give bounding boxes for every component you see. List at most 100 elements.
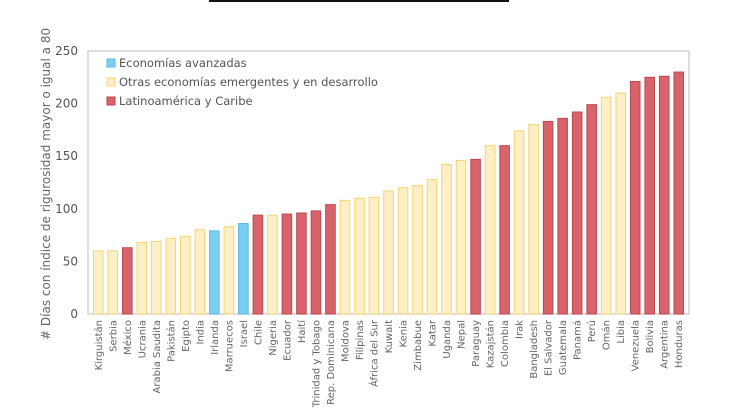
y-tick-label: 0: [70, 307, 78, 321]
bar-kuwait: [383, 190, 394, 315]
bar-uganda: [441, 164, 452, 315]
bar-méxico: [121, 247, 133, 315]
x-tick-label: Argentina: [660, 320, 671, 369]
bar-nepal: [455, 159, 467, 315]
bar-colombia: [499, 145, 510, 315]
bar-venezuela: [629, 81, 641, 315]
bar-haití: [296, 212, 307, 315]
x-tick-label: Chile: [253, 320, 264, 345]
bar-ecuador: [281, 213, 293, 315]
y-tick-label: 200: [55, 97, 78, 111]
x-tick-label: Israel: [239, 320, 250, 347]
bar-bolivia: [644, 76, 656, 315]
bar-guatemala: [557, 117, 568, 315]
y-tick-label: 50: [63, 254, 78, 268]
x-tick-label: Katar: [428, 319, 439, 347]
x-tick-label: Bolivia: [645, 320, 656, 353]
bar-bangladesh: [528, 124, 539, 315]
x-tick-label: Filipinas: [355, 320, 366, 360]
x-tick-label: Irak: [515, 320, 526, 339]
legend: Economías avanzadas Otras economías emerg…: [106, 56, 378, 108]
x-tick-label: Colombia: [500, 320, 511, 367]
bar-serbia: [107, 250, 119, 315]
bar-zimbabue: [412, 185, 423, 315]
x-tick-label: Nigeria: [268, 320, 279, 356]
bar-arabia-saudita: [151, 240, 162, 315]
x-tick-label: Uganda: [442, 320, 453, 359]
bar-argentina: [658, 75, 670, 315]
x-tick-label: Arabia Saudita: [152, 320, 163, 394]
bar-irlanda: [209, 230, 220, 315]
y-axis: 0 50 100 150 200 250: [55, 44, 78, 321]
bar-filipinas: [354, 197, 365, 315]
x-tick-label: Pakistán: [165, 320, 177, 362]
x-tick-label: Paraguay: [471, 320, 482, 367]
y-tick-label: 150: [55, 149, 78, 163]
bar-áfrica-del-sur: [368, 196, 380, 315]
y-axis-label: # Días con índice de rigurosidad mayor o…: [39, 28, 53, 340]
bar-rep-dominicana: [325, 204, 336, 315]
bar-irak: [513, 130, 525, 315]
x-tick-label: Marruecos: [224, 320, 235, 372]
bar-kenia: [397, 187, 409, 315]
x-tick-label: Panamá: [572, 320, 584, 360]
x-tick-label: Kirguistán: [93, 320, 105, 370]
bar-ucrania: [136, 241, 148, 315]
bar-marruecos: [223, 226, 235, 315]
x-tick-label: Kazajstán: [485, 320, 497, 368]
x-tick-label: Ecuador: [282, 319, 293, 361]
x-tick-label: México: [122, 320, 134, 355]
bar-kirguistán: [92, 250, 104, 315]
x-tick-label: Egipto: [181, 320, 192, 352]
x-tick-label: Serbia: [108, 320, 119, 352]
x-tick-label: Libia: [616, 320, 627, 344]
bar-pakistán: [165, 237, 177, 315]
x-tick-label: Omán: [601, 320, 613, 350]
bar-india: [194, 229, 206, 315]
bar-libia: [615, 92, 626, 315]
x-tick-label: Honduras: [674, 320, 685, 368]
bar-paraguay: [470, 158, 481, 315]
x-tick-label: Irlanda: [210, 320, 221, 355]
bar-omán: [600, 96, 612, 315]
x-axis: Kirguistán Serbia México Ucrania Arabia Saud…: [93, 319, 685, 408]
x-tick-label: Zimbabue: [413, 320, 424, 371]
bar-panamá: [571, 111, 583, 315]
bar-egipto: [180, 235, 191, 315]
bar-moldova: [339, 199, 351, 315]
bar-honduras: [673, 71, 685, 315]
bar-kazajstán: [484, 145, 496, 315]
x-tick-label: Moldova: [340, 320, 351, 362]
x-tick-label: El Salvador: [544, 319, 555, 376]
x-tick-label: Ucrania: [137, 320, 148, 358]
legend-swatch-lac: [106, 96, 116, 106]
legend-swatch-emg: [106, 77, 116, 87]
legend-label-adv: Economías avanzadas: [119, 56, 247, 70]
x-tick-label: Bangladesh: [529, 320, 540, 379]
header-rule: [209, 0, 509, 2]
bars: [92, 71, 685, 315]
x-tick-label: Venezuela: [631, 320, 642, 371]
legend-swatch-adv: [106, 58, 116, 68]
x-tick-label: Perú: [586, 320, 598, 342]
bar-israel: [238, 223, 249, 315]
x-tick-label: Nepal: [457, 320, 468, 349]
x-tick-label: Haití: [296, 319, 308, 343]
x-tick-label: India: [195, 320, 206, 345]
x-tick-label: Guatemala: [558, 320, 569, 375]
bar-el-salvador: [542, 120, 554, 315]
y-tick-label: 100: [55, 202, 78, 216]
bar-katar: [426, 178, 438, 315]
x-tick-label: África del Sur: [367, 319, 380, 387]
bar-nigeria: [267, 214, 278, 315]
y-tick-label: 250: [55, 44, 78, 58]
bar-trinidad-y-tobago: [310, 210, 322, 315]
x-tick-label: Trinidad y Tobago: [311, 320, 322, 408]
bar-perú: [586, 104, 597, 315]
x-tick-label: Kuwait: [384, 320, 395, 353]
x-tick-label: Rep. Dominicana: [326, 320, 337, 405]
legend-label-lac: Latinoamérica y Caribe: [119, 94, 253, 108]
legend-label-emg: Otras economías emergentes y en desarrol…: [119, 75, 378, 89]
bar-chile: [252, 214, 264, 315]
